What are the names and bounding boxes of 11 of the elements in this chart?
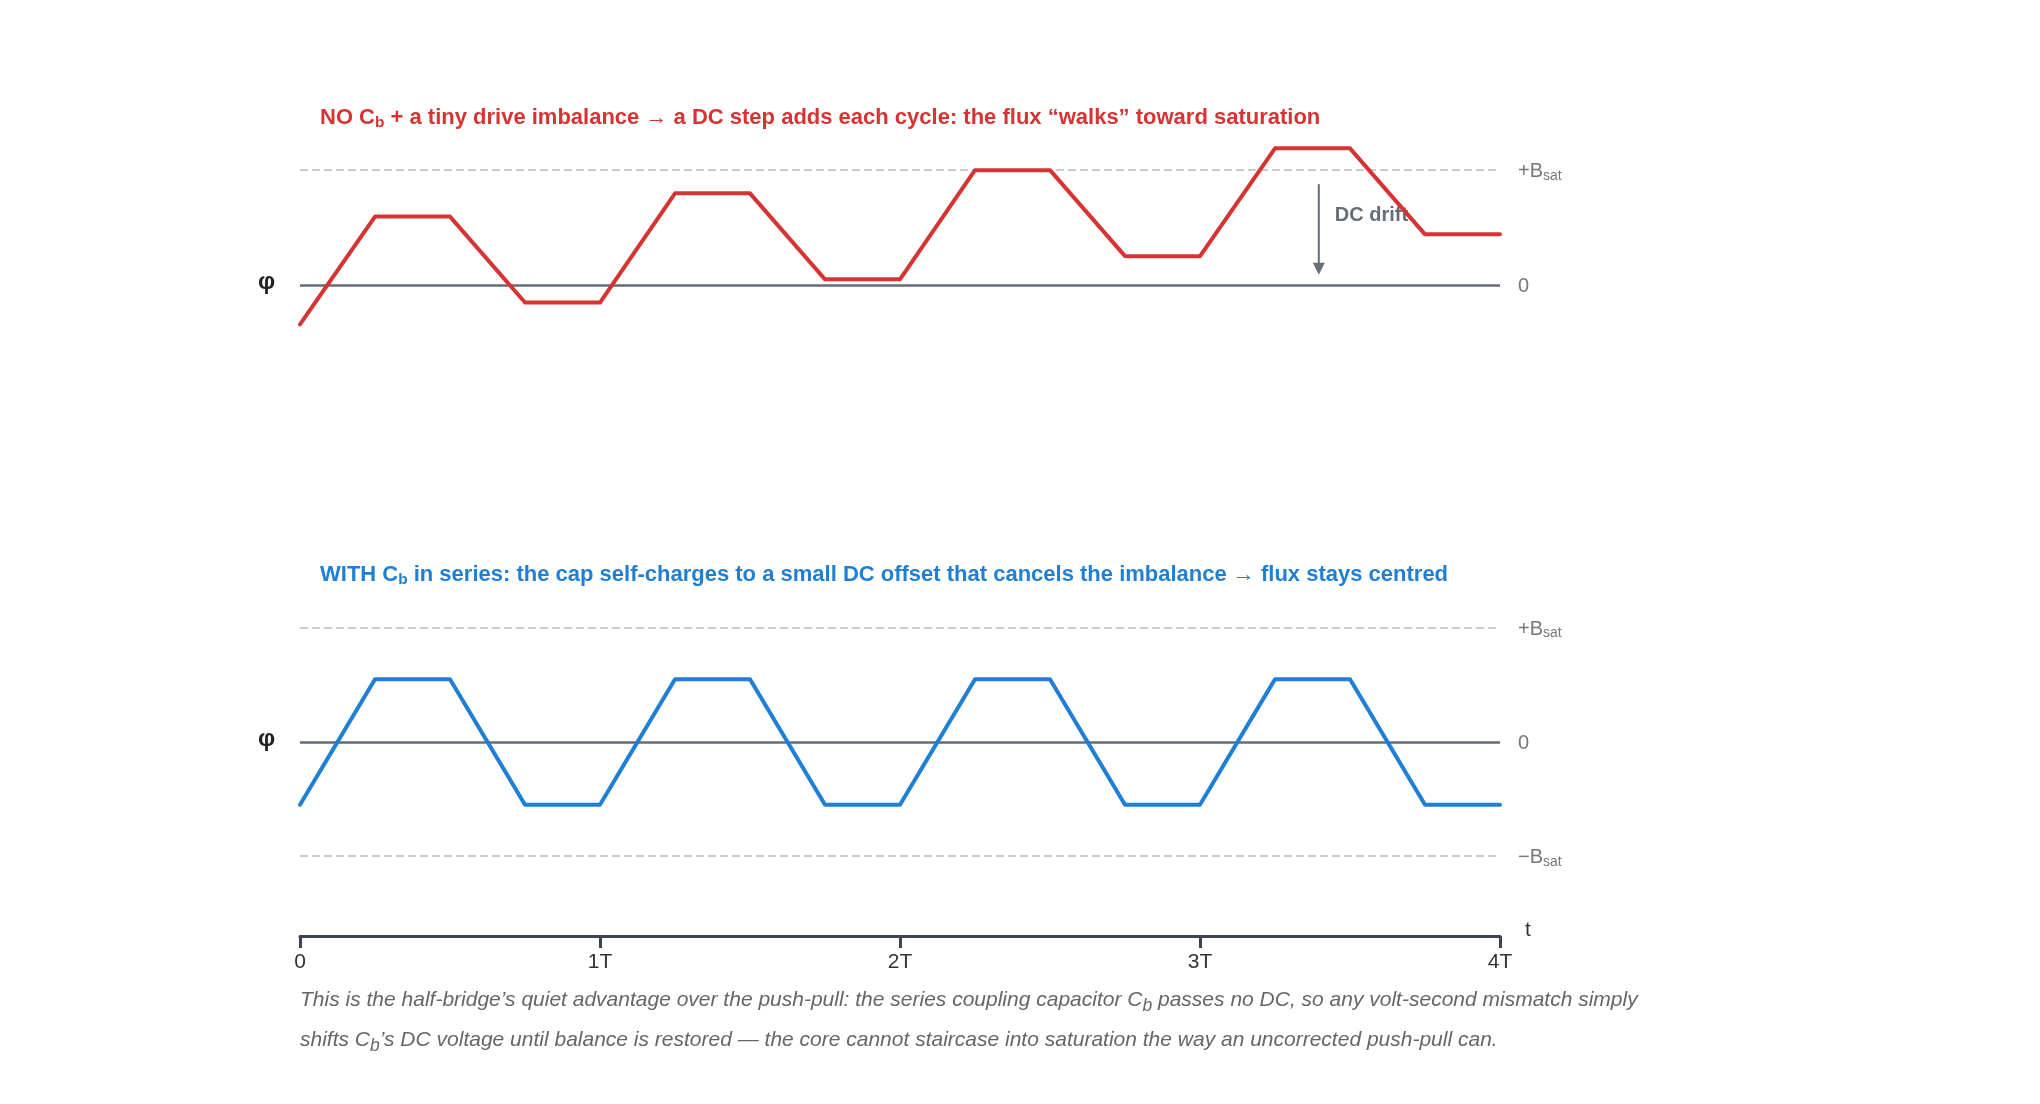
y-axis-title: φ — [258, 267, 276, 295]
x-axis-title: t — [1525, 917, 1531, 940]
x-tick-label: 3T — [1187, 949, 1213, 972]
x-tick-label: 0 — [294, 949, 306, 972]
ref-line-label: 0 — [1518, 730, 1530, 753]
y-axis-title: φ — [258, 724, 276, 752]
x-tick-label: 1T — [587, 949, 613, 972]
ref-line-label: 0 — [1518, 273, 1530, 296]
text: This is the half-bridge’s quiet advantage over the push-pull: the series coupling capacitor C$_{b}$ passes no DC, so any volt-second mismatch simply shifts C$_{b}$’s DC voltage until balance is restored — the core cannot staircase into saturation the way an uncorrected push-pull can. — [300, 987, 1638, 1056]
x-tick-label: 2T — [887, 949, 913, 972]
x-tick-label: 4T — [1487, 949, 1513, 972]
